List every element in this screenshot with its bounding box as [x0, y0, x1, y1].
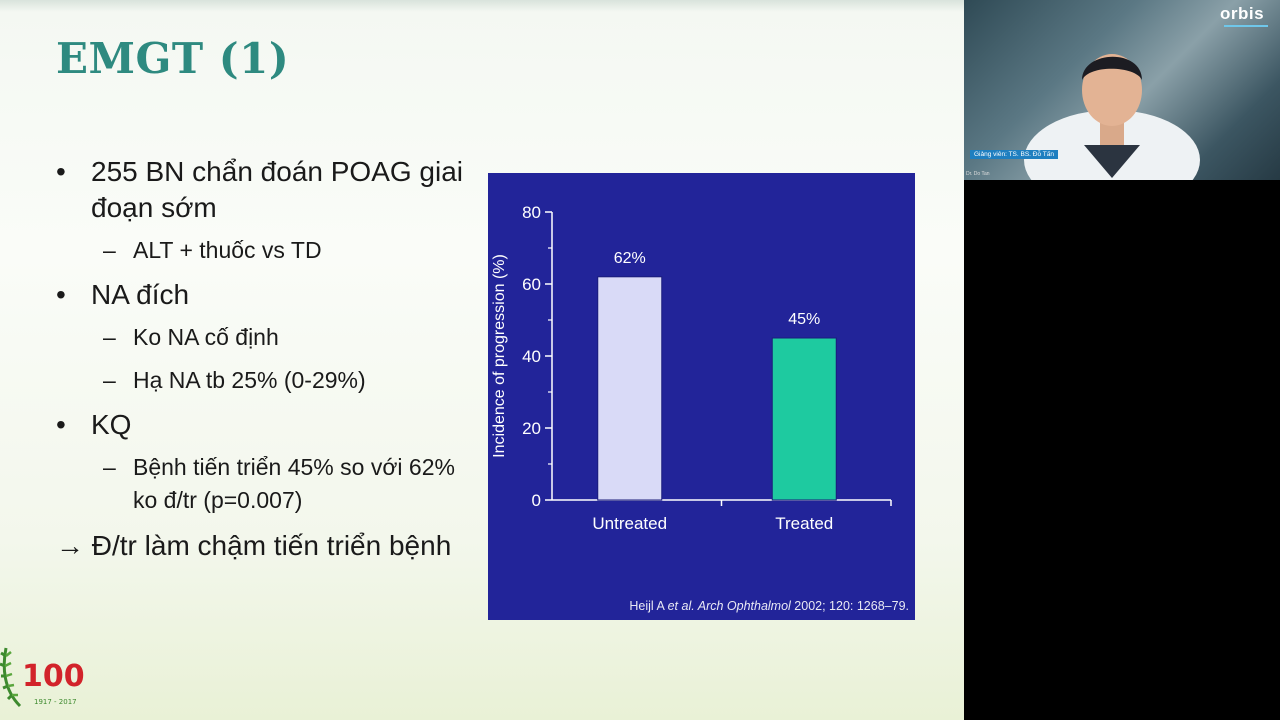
video-panel: orbis Giảng viên: TS. BS. Đỗ Tấn Dr. Do …	[964, 0, 1280, 720]
slide-top-band	[0, 0, 964, 12]
data-label: 62%	[614, 250, 646, 267]
chart-canvas: 0 20 40 60 80 Incidence of progression (%) 62%…	[491, 203, 892, 533]
dash-marker: –	[103, 454, 116, 480]
chart-citation: Heijl A et al. Arch Ophthalmol 2002; 120…	[629, 599, 909, 613]
orbis-swoosh	[1224, 25, 1268, 27]
citation-author: Heijl A	[629, 599, 668, 613]
speaker-silhouette	[1024, 54, 1200, 180]
y-tick-label: 0	[532, 491, 541, 510]
speaker-video[interactable]: orbis Giảng viên: TS. BS. Đỗ Tấn Dr. Do …	[964, 0, 1280, 180]
progression-chart: 0 20 40 60 80 Incidence of progression (%) 62%…	[488, 173, 915, 620]
bar-treated	[771, 337, 837, 501]
y-tick-label: 20	[522, 419, 541, 438]
presentation-slide: EMGT (1) • 255 BN chẩn đoán POAG giai đoạ…	[0, 0, 964, 720]
sub-bullet-item: – Hạ NA tb 25% (0-29%)	[56, 364, 466, 397]
x-tick-label: Untreated	[592, 514, 667, 533]
bullet-text: Bệnh tiến triển 45% so với 62% ko đ/tr (…	[133, 454, 455, 513]
sub-bullet-item: – ALT + thuốc vs TD	[56, 234, 466, 267]
bullet-text: KQ	[91, 409, 132, 440]
bullet-item: • NA đích	[56, 277, 466, 313]
bullet-item: • KQ	[56, 407, 466, 443]
orbis-logo-text: orbis	[1220, 4, 1265, 23]
bullet-marker: •	[56, 409, 66, 440]
slide-title: EMGT (1)	[56, 34, 290, 83]
citation-journal: Arch Ophthalmol	[694, 599, 791, 613]
bullet-text: 255 BN chẩn đoán POAG giai đoạn sớm	[91, 156, 464, 223]
conclusion-text: → Đ/tr làm chậm tiến triển bệnh	[56, 530, 452, 561]
dash-marker: –	[103, 237, 116, 263]
sub-bullet-item: – Ko NA cố định	[56, 321, 466, 354]
bullet-marker: •	[56, 279, 66, 310]
x-tick-label: Treated	[775, 514, 833, 533]
speaker-name-tag: Dr. Do Tan	[966, 171, 990, 177]
logo-number: 100	[22, 659, 85, 694]
bullet-text: ALT + thuốc vs TD	[133, 237, 322, 263]
y-tick-label: 40	[522, 347, 541, 366]
y-tick-label: 60	[522, 275, 541, 294]
y-axis-label: Incidence of progression (%)	[491, 254, 508, 458]
bar-untreated	[597, 276, 663, 501]
bullet-item: • 255 BN chẩn đoán POAG giai đoạn sớm	[56, 154, 466, 226]
y-tick-label: 80	[522, 203, 541, 222]
logo-years: 1917 - 2017	[34, 698, 77, 706]
lecturer-caption: Giảng viên: TS. BS. Đỗ Tấn	[970, 150, 1058, 159]
bullet-text: Hạ NA tb 25% (0-29%)	[133, 367, 366, 393]
bullet-list: • 255 BN chẩn đoán POAG giai đoạn sớm – ALT…	[56, 154, 466, 565]
sub-bullet-item: – Bệnh tiến triển 45% so với 62% ko đ/tr …	[56, 451, 466, 517]
bullet-marker: •	[56, 156, 66, 187]
data-label: 45%	[788, 311, 820, 328]
bullet-text: NA đích	[91, 279, 190, 310]
orbis-logo: orbis	[1220, 4, 1268, 27]
dash-marker: –	[103, 324, 116, 350]
dash-marker: –	[103, 367, 116, 393]
centenary-logo: 100 1917 - 2017	[0, 647, 85, 708]
citation-details: 2002; 120: 1268–79.	[790, 599, 909, 613]
citation-etal: et al.	[667, 599, 695, 613]
bullet-text: Ko NA cố định	[133, 324, 279, 350]
